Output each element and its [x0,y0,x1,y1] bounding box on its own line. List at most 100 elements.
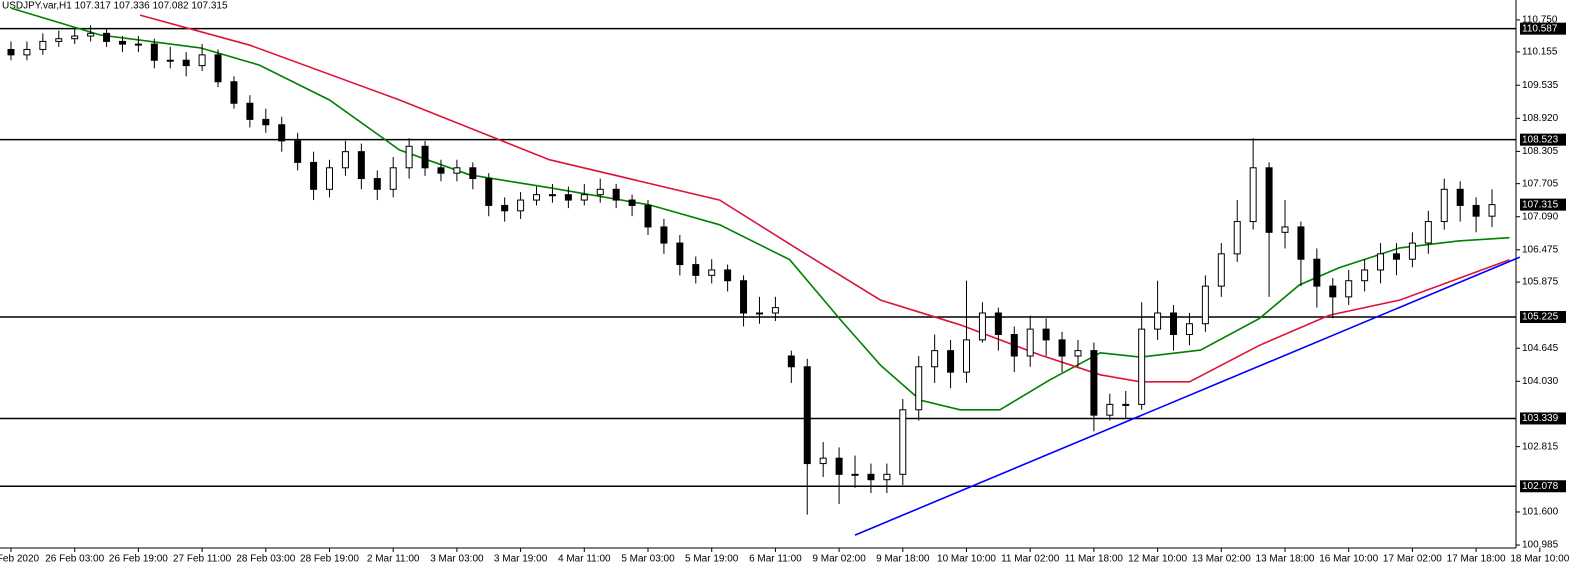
candle-body [453,167,461,174]
candle-body [1138,328,1146,405]
current-price-box [1520,198,1566,211]
candle-body [485,178,493,206]
candle-body [899,409,907,475]
candle-body [963,339,970,373]
candle-body [1440,188,1448,223]
y-tick-label: 110.155 [1522,47,1558,58]
y-tick-label: 106.475 [1522,244,1559,255]
candle-body [1058,339,1066,357]
x-tick-label: 11 Mar 18:00 [1065,554,1124,565]
y-tick-label: 107.090 [1522,211,1559,222]
candle-body [1026,328,1034,357]
candle-body [740,280,748,314]
x-tick-label: 26 Feb 03:00 [45,554,104,565]
candle-body [310,161,318,190]
candle-body [55,38,63,42]
x-tick-label: 9 Mar 02:00 [812,554,866,565]
candle-body [978,312,986,341]
candle-body [1249,167,1257,223]
candle-body [230,81,238,104]
candle-body [692,264,700,276]
candle-body [405,145,413,169]
candle-body [1074,350,1082,357]
level-label: 103.339 [1522,413,1559,424]
candle-body [198,54,206,67]
candle-body [501,204,509,212]
candle-body [294,140,302,163]
candle-body [469,167,477,180]
candle-body [134,43,142,46]
x-tick-label: 28 Feb 03:00 [236,554,295,565]
x-tick-label: 27 Feb 11:00 [173,554,232,565]
x-tick-label: 9 Mar 18:00 [876,554,930,565]
x-tick-label: 3 Mar 19:00 [494,554,548,565]
candle-body [87,32,95,37]
candle-body [1377,253,1385,271]
y-tick-label: 104.030 [1522,376,1559,387]
candle-body [71,35,79,40]
x-tick-label: 6 Mar 11:00 [749,554,802,565]
candle-body [1408,242,1416,260]
candle-body [326,167,333,190]
candle-body [1106,403,1114,416]
candle-body [214,54,222,83]
candle-body [23,48,31,56]
x-tick-label: 10 Mar 10:00 [937,554,996,565]
y-tick-label: 102.815 [1522,441,1559,452]
candle-body [564,194,572,201]
candle-body [421,145,429,169]
y-tick-label: 108.305 [1522,146,1559,157]
candle-body [1424,221,1432,244]
candle-body [437,167,445,174]
candle-body [118,40,126,45]
candle-body [596,188,604,196]
candle-body [947,350,955,373]
candle-body [724,269,732,282]
indicator-line [10,7,1510,411]
y-tick-label: 109.535 [1522,80,1559,91]
candle-body [1329,285,1337,298]
level-label: 110.587 [1522,23,1558,34]
x-tick-label: 18 Mar 10:00 [1510,554,1569,565]
candle-body [1010,334,1018,357]
x-tick-label: 17 Mar 18:00 [1447,554,1506,565]
x-tick-label: 2 Mar 11:00 [367,554,420,565]
candle-body [7,48,15,56]
x-tick-label: 16 Mar 10:00 [1319,554,1378,565]
candle-body [1154,312,1162,330]
candle-body [851,473,859,476]
x-tick-label: 4 Mar 11:00 [558,554,611,565]
candle-body [341,151,349,169]
candle-body [548,194,556,197]
candle-body [246,102,254,120]
candle-body [39,40,47,50]
candle-body [389,167,397,190]
level-label: 108.523 [1522,134,1559,145]
candle-body [1042,328,1050,341]
indicator-line [854,256,1521,536]
candle-body [182,59,190,67]
candle-body [1170,312,1178,336]
candle-body [819,457,827,465]
x-tick-label: 28 Feb 19:00 [300,554,359,565]
x-tick-label: 13 Mar 18:00 [1256,554,1315,565]
candle-body [357,151,365,180]
y-tick-label: 100.985 [1522,540,1559,551]
y-tick-label: 110.750 [1522,15,1558,26]
candle-body [931,350,939,368]
candle-body [1313,258,1321,287]
candle-body [166,59,174,62]
candle-body [803,366,811,465]
candle-body [1265,167,1273,233]
candle-body [1201,285,1209,325]
candle-body [373,178,381,190]
x-tick-label: 13 Mar 02:00 [1192,554,1251,565]
candle-body [771,307,779,314]
candle-body [708,269,716,276]
x-tick-label: 5 Mar 19:00 [685,554,739,565]
candle-body [1185,323,1193,336]
y-tick-label: 105.875 [1522,277,1559,288]
candle-body [1392,253,1400,260]
x-tick-label: 11 Mar 02:00 [1001,554,1060,565]
